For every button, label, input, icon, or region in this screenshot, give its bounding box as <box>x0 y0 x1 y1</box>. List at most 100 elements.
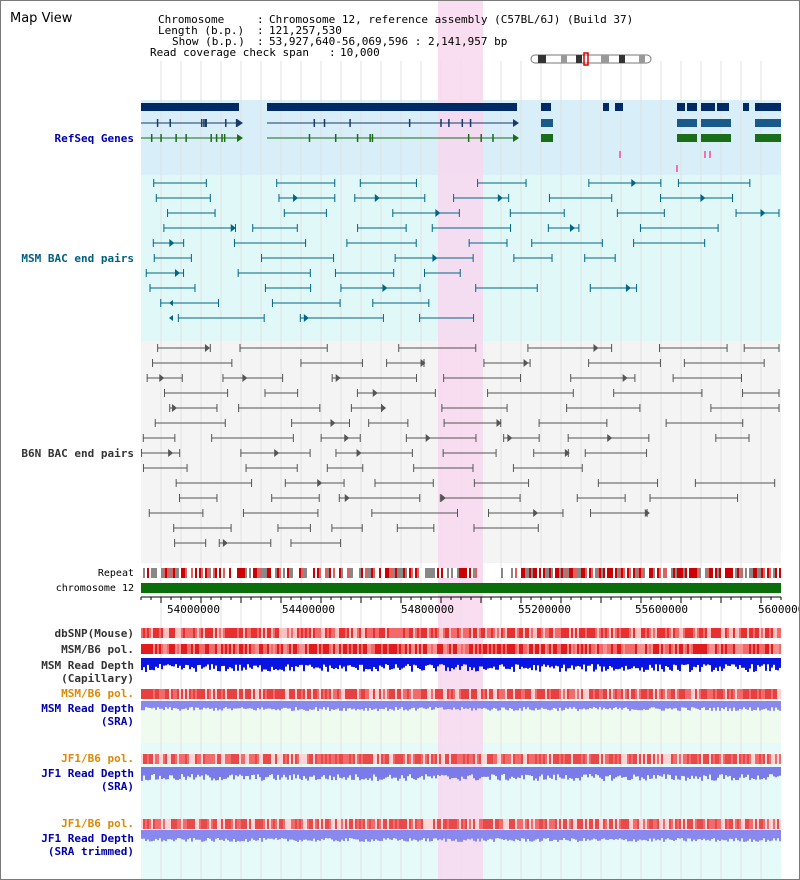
read-depth-bar <box>227 767 229 778</box>
track-label-dbsnp[interactable]: dbSNP(Mouse) <box>54 627 134 640</box>
read-depth-bar <box>703 830 705 839</box>
read-depth-bar <box>529 830 531 842</box>
read-depth-bar <box>401 767 403 776</box>
polymorphism-density <box>777 689 779 699</box>
read-depth-bar <box>565 767 567 776</box>
read-depth-bar <box>167 658 169 665</box>
polymorphism-density <box>665 644 667 654</box>
polymorphism-density <box>465 628 467 638</box>
polymorphism-density <box>219 644 221 654</box>
polymorphism-density <box>533 689 535 699</box>
read-depth-bar <box>395 658 397 665</box>
polymorphism-density <box>741 644 743 654</box>
polymorphism-density <box>649 819 651 829</box>
polymorphism-density <box>173 754 175 764</box>
polymorphism-density <box>553 689 555 699</box>
polymorphism-density <box>705 628 707 638</box>
polymorphism-density <box>317 689 319 699</box>
polymorphism-density <box>459 628 461 638</box>
polymorphism-density <box>437 819 439 829</box>
polymorphism-density <box>241 689 243 699</box>
track-label-jf1-b6-pol-trim[interactable]: JF1/B6 pol. <box>61 817 134 830</box>
read-depth-bar <box>757 767 759 776</box>
read-depth-bar <box>397 767 399 781</box>
polymorphism-density <box>377 819 379 829</box>
repeat-mark <box>611 568 613 578</box>
repeat-mark <box>195 568 197 578</box>
repeat-mark <box>233 568 235 578</box>
track-label-msm-b6-pol-sra[interactable]: MSM/B6 pol. <box>61 687 134 700</box>
repeat-mark <box>701 568 703 578</box>
polymorphism-density <box>671 644 673 654</box>
polymorphism-density <box>171 819 173 829</box>
read-depth-bar <box>379 701 381 709</box>
polymorphism-density <box>555 754 557 764</box>
polymorphism-density <box>393 819 395 829</box>
read-depth-bar <box>323 767 325 776</box>
track-label-jf1-b6-pol[interactable]: JF1/B6 pol. <box>61 752 134 765</box>
polymorphism-density <box>375 754 377 764</box>
repeat-mark <box>515 568 517 578</box>
polymorphism-density <box>417 644 419 654</box>
polymorphism-density <box>183 754 185 764</box>
polymorphism-density <box>531 689 533 699</box>
read-depth-bar <box>759 658 761 667</box>
polymorphism-density <box>349 644 351 654</box>
track-label-jf1-depth-trim[interactable]: JF1 Read Depth <box>41 832 134 845</box>
polymorphism-density <box>529 644 531 654</box>
polymorphism-density <box>689 689 691 699</box>
read-depth-bar <box>345 701 347 711</box>
track-label-msm-b6-pol[interactable]: MSM/B6 pol. <box>61 643 134 656</box>
polymorphism-density <box>167 628 169 638</box>
read-depth-bar <box>493 830 495 842</box>
read-depth-bar <box>383 658 385 669</box>
polymorphism-density <box>763 644 765 654</box>
repeat-mark <box>445 568 447 578</box>
polymorphism-density <box>525 689 527 699</box>
repeat-mark <box>567 568 569 578</box>
polymorphism-density <box>205 628 207 638</box>
read-depth-bar <box>625 701 627 708</box>
read-depth-bar <box>683 701 685 708</box>
track-label-msm-depth-sra[interactable]: MSM Read Depth <box>41 702 134 715</box>
read-depth-bar <box>609 830 611 840</box>
repeat-mark <box>163 568 165 578</box>
read-depth-bar <box>191 767 193 775</box>
polymorphism-density <box>617 644 619 654</box>
read-depth-bar <box>361 658 363 665</box>
polymorphism-density <box>739 754 741 764</box>
read-depth-bar <box>377 830 379 841</box>
polymorphism-density <box>371 819 373 829</box>
track-label-msm-depth-capillary[interactable]: MSM Read Depth <box>41 659 134 672</box>
polymorphism-density <box>285 628 287 638</box>
read-depth-bar <box>763 830 765 839</box>
read-depth-bar <box>475 830 477 842</box>
read-depth-bar <box>171 767 173 776</box>
read-depth-bar <box>273 701 275 710</box>
polymorphism-density <box>277 644 279 654</box>
polymorphism-density <box>325 628 327 638</box>
read-depth-bar <box>469 658 471 667</box>
read-depth-bar <box>271 767 273 775</box>
read-depth-bar <box>511 830 513 841</box>
read-depth-bar <box>217 830 219 839</box>
polymorphism-density <box>737 644 739 654</box>
read-depth-bar <box>697 701 699 710</box>
read-depth-bar <box>547 658 549 666</box>
polymorphism-density <box>211 644 213 654</box>
read-depth-bar <box>485 767 487 777</box>
polymorphism-density <box>475 754 477 764</box>
polymorphism-density <box>397 644 399 654</box>
track-label-jf1-depth-sra[interactable]: JF1 Read Depth <box>41 767 134 780</box>
track-label-msm-bac[interactable]: MSM BAC end pairs <box>21 252 134 265</box>
track-label-refseq[interactable]: RefSeq Genes <box>54 132 134 145</box>
polymorphism-density <box>709 819 711 829</box>
polymorphism-density <box>163 644 165 654</box>
track-label-b6n-bac[interactable]: B6N BAC end pairs <box>21 447 134 460</box>
polymorphism-density <box>309 689 311 699</box>
polymorphism-density <box>387 644 389 654</box>
polymorphism-density <box>407 628 409 638</box>
polymorphism-density <box>249 644 251 654</box>
read-depth-bar <box>497 658 499 670</box>
